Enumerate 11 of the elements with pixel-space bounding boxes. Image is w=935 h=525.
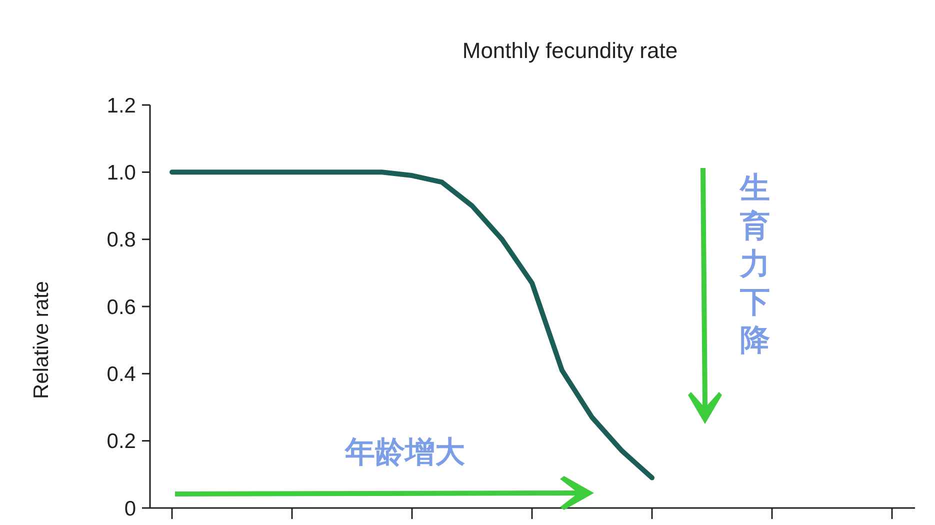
y-tick-label: 0.2 [106,430,136,454]
y-tick-label: 0.4 [106,363,136,386]
y-tick-label: 1.2 [106,94,136,118]
text: 生育力下降 [739,172,770,357]
annotation: 年龄增大 [344,436,466,469]
y-tick-label: 0 [124,497,136,520]
y-axis-title: Relative rate [30,281,53,399]
y-tick-label: 0.6 [106,296,136,319]
chart-title: Monthly fecundity rate [462,38,678,63]
y-tick-label: 1.0 [106,162,136,185]
y-tick-label: 0.8 [106,228,136,252]
